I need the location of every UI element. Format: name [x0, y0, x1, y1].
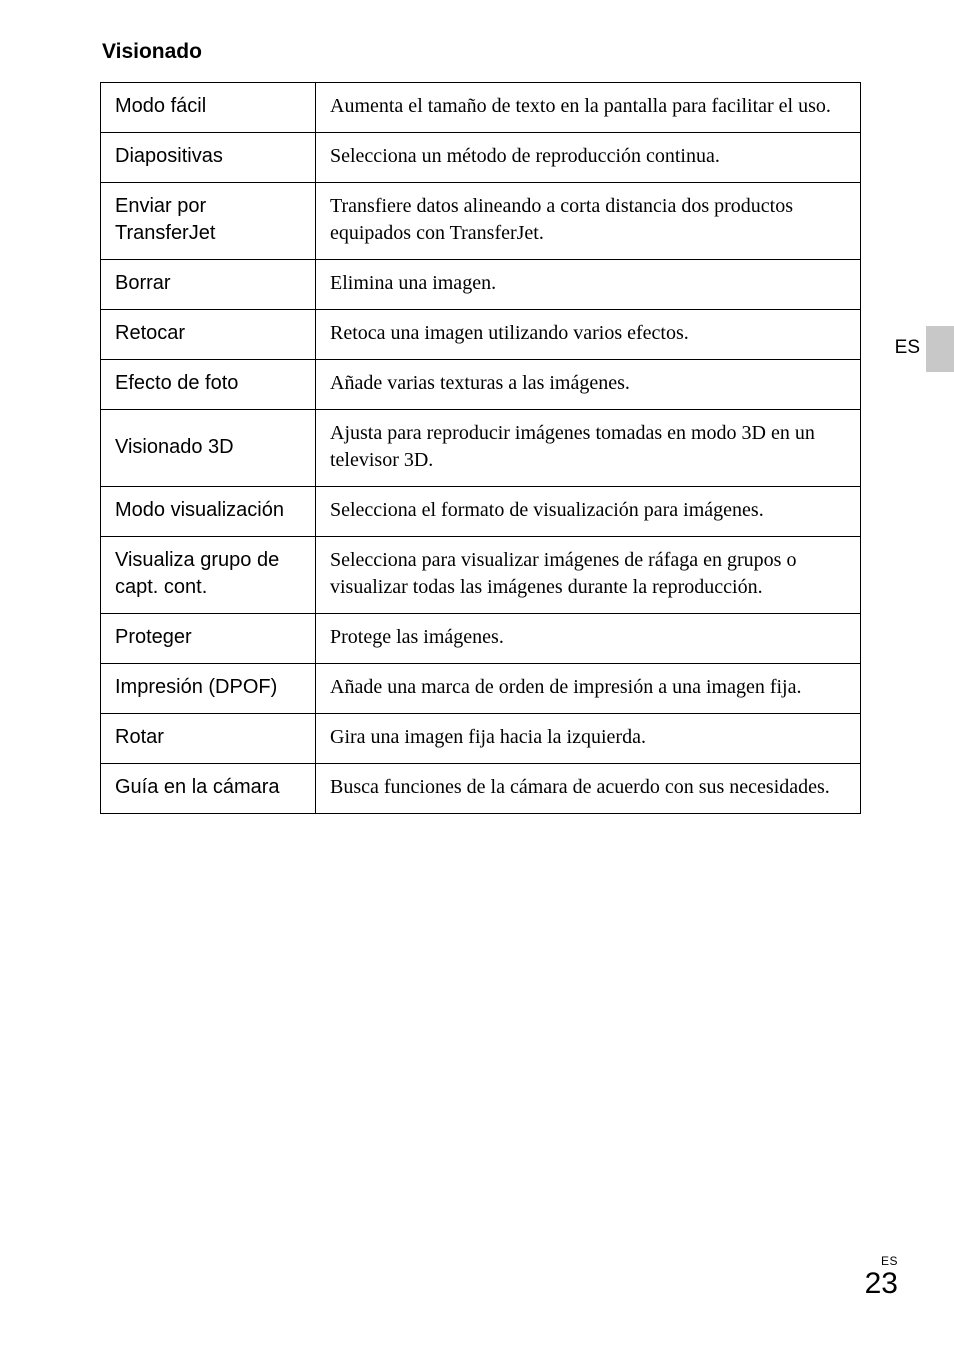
table-row: Diapositivas Selecciona un método de rep… [101, 133, 861, 183]
side-tab [926, 326, 954, 372]
section-title: Visionado [102, 40, 898, 64]
row-label: Retocar [101, 310, 316, 360]
table-row: Proteger Protege las imágenes. [101, 614, 861, 664]
row-label: Efecto de foto [101, 360, 316, 410]
row-desc: Retoca una imagen utilizando varios efec… [316, 310, 861, 360]
row-label: Rotar [101, 714, 316, 764]
row-desc: Gira una imagen fija hacia la izquierda. [316, 714, 861, 764]
row-label: Visualiza grupo de capt. cont. [101, 537, 316, 614]
table-row: Rotar Gira una imagen fija hacia la izqu… [101, 714, 861, 764]
row-desc: Selecciona para visualizar imágenes de r… [316, 537, 861, 614]
table-row: Impresión (DPOF) Añade una marca de orde… [101, 664, 861, 714]
row-label: Guía en la cámara [101, 764, 316, 814]
table-row: Enviar por TransferJet Transfiere datos … [101, 183, 861, 260]
table-body: Modo fácil Aumenta el tamaño de texto en… [101, 83, 861, 814]
row-label: Enviar por TransferJet [101, 183, 316, 260]
row-label: Borrar [101, 260, 316, 310]
row-label: Visionado 3D [101, 410, 316, 487]
page-footer: ES 23 [865, 1255, 898, 1299]
table-row: Modo fácil Aumenta el tamaño de texto en… [101, 83, 861, 133]
row-desc: Protege las imágenes. [316, 614, 861, 664]
row-label: Modo fácil [101, 83, 316, 133]
row-desc: Elimina una imagen. [316, 260, 861, 310]
table-row: Guía en la cámara Busca funciones de la … [101, 764, 861, 814]
footer-page-number: 23 [865, 1267, 898, 1300]
row-desc: Añade una marca de orden de impresión a … [316, 664, 861, 714]
table-row: Visualiza grupo de capt. cont. Seleccion… [101, 537, 861, 614]
side-tab-label: ES [895, 337, 920, 359]
row-desc: Aumenta el tamaño de texto en la pantall… [316, 83, 861, 133]
table-row: Efecto de foto Añade varias texturas a l… [101, 360, 861, 410]
row-desc: Busca funciones de la cámara de acuerdo … [316, 764, 861, 814]
table-row: Retocar Retoca una imagen utilizando var… [101, 310, 861, 360]
row-label: Diapositivas [101, 133, 316, 183]
footer-lang: ES [865, 1255, 898, 1267]
row-desc: Transfiere datos alineando a corta dista… [316, 183, 861, 260]
row-desc: Selecciona un método de reproducción con… [316, 133, 861, 183]
row-label: Impresión (DPOF) [101, 664, 316, 714]
row-desc: Añade varias texturas a las imágenes. [316, 360, 861, 410]
row-desc: Ajusta para reproducir imágenes tomadas … [316, 410, 861, 487]
visionado-table: Modo fácil Aumenta el tamaño de texto en… [100, 82, 861, 814]
row-label: Modo visualización [101, 487, 316, 537]
table-row: Visionado 3D Ajusta para reproducir imág… [101, 410, 861, 487]
table-row: Modo visualización Selecciona el formato… [101, 487, 861, 537]
row-label: Proteger [101, 614, 316, 664]
table-row: Borrar Elimina una imagen. [101, 260, 861, 310]
row-desc: Selecciona el formato de visualización p… [316, 487, 861, 537]
